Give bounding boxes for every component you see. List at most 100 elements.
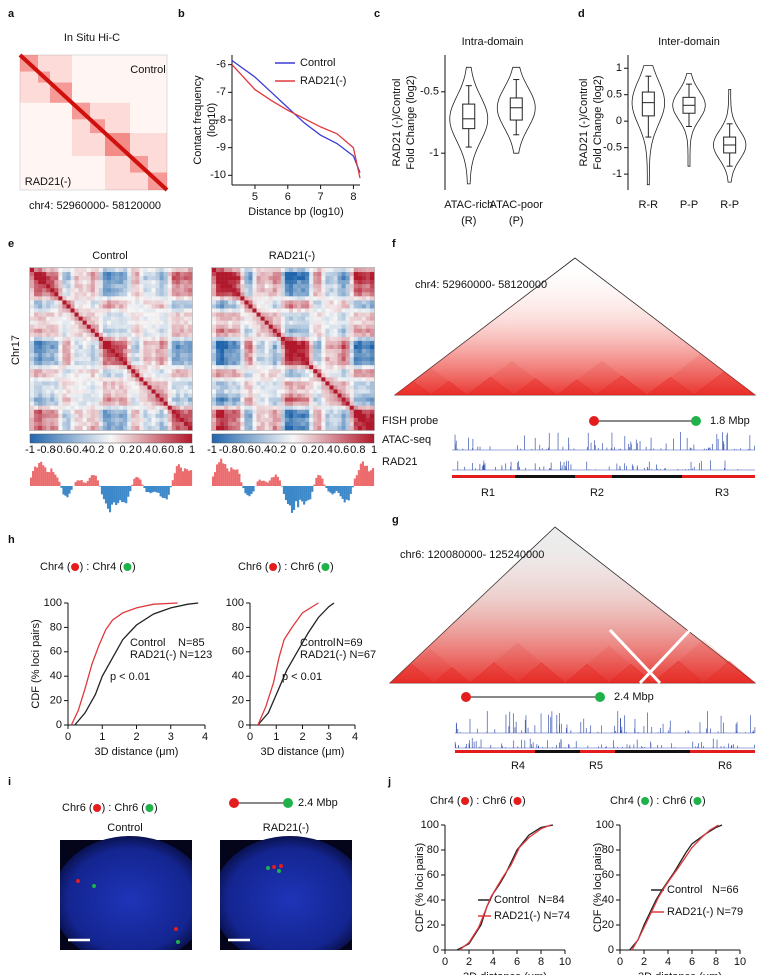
corr-cell: [361, 389, 367, 394]
corr-cell: [353, 421, 358, 427]
corr-cell: [280, 369, 286, 374]
corr-cell: [224, 349, 229, 354]
x-tick-label: 2: [133, 731, 139, 743]
compartment-bar: [339, 486, 342, 497]
corr-cell: [333, 357, 338, 362]
corr-cell: [38, 344, 43, 350]
corr-cell: [171, 272, 176, 277]
panel-letter: e: [8, 238, 14, 250]
compartment-bar: [48, 472, 51, 486]
corr-cell: [313, 300, 318, 305]
corr-cell: [305, 300, 310, 305]
corr-cell: [240, 280, 245, 285]
corr-cell: [293, 413, 298, 419]
corr-cell: [220, 385, 225, 390]
corr-cell: [349, 340, 354, 346]
corr-cell: [159, 365, 164, 370]
corr-cell: [143, 344, 148, 350]
corr-cell: [151, 312, 156, 317]
corr-cell: [276, 405, 282, 410]
corr-cell: [236, 292, 241, 297]
corr-cell: [86, 304, 91, 309]
compartment-bar: [250, 486, 253, 494]
tad: [564, 663, 610, 684]
corr-cell: [135, 417, 140, 423]
corr-cell: [175, 385, 181, 390]
corr-cell: [131, 425, 136, 431]
corr-cell: [119, 288, 124, 293]
corr-cell: [151, 361, 156, 366]
corr-cell: [276, 280, 282, 285]
corr-cell: [236, 401, 241, 406]
corr-cell: [94, 316, 100, 321]
colorbar-label: 0.2: [302, 444, 317, 456]
corr-cell: [369, 425, 375, 431]
corr-cell: [50, 268, 55, 273]
corr-cell: [163, 300, 168, 305]
series-line: [458, 824, 551, 951]
corr-cell: [38, 296, 43, 301]
corr-cell: [127, 389, 132, 394]
corr-cell: [341, 381, 346, 386]
corr-cell: [284, 385, 290, 390]
corr-cell: [349, 361, 354, 366]
corr-cell: [325, 268, 330, 273]
corr-cell: [106, 421, 112, 427]
y-tick-label: 60: [50, 646, 62, 658]
colorbar-label: -0.8: [37, 444, 56, 456]
corr-cell: [353, 381, 358, 386]
corr-cell: [268, 324, 273, 329]
corr-cell: [252, 276, 257, 281]
corr-cell: [321, 268, 326, 273]
x-tick-label: R-P: [720, 199, 739, 211]
corr-cell: [171, 288, 176, 293]
corr-cell: [264, 312, 269, 317]
corr-cell: [106, 312, 112, 317]
corr-cell: [353, 276, 358, 281]
corr-cell: [127, 344, 132, 350]
corr-cell: [58, 425, 63, 431]
corr-cell: [175, 324, 181, 329]
corr-cell: [183, 324, 189, 329]
corr-cell: [341, 413, 346, 419]
annotation: RAD21(-) N=74: [494, 910, 570, 922]
compartment-bar: [278, 480, 281, 486]
corr-cell: [38, 280, 43, 285]
corr-cell: [86, 332, 91, 338]
corr-cell: [155, 312, 160, 317]
corr-cell: [159, 377, 164, 382]
corr-cell: [123, 288, 128, 293]
corr-cell: [66, 409, 71, 414]
corr-cell: [159, 304, 164, 309]
corr-cell: [284, 284, 290, 289]
compartment-bar: [143, 486, 146, 489]
corr-cell: [228, 268, 233, 273]
corr-cell: [297, 300, 302, 305]
corr-cell: [115, 365, 120, 370]
corr-cell: [167, 353, 172, 358]
corr-cell: [54, 373, 59, 378]
corr-cell: [337, 369, 342, 374]
corr-cell: [98, 284, 104, 289]
y-tick-label: 60: [602, 869, 614, 881]
corr-cell: [252, 328, 257, 333]
corr-cell: [111, 340, 116, 346]
corr-cell: [313, 361, 318, 366]
corr-cell: [293, 405, 298, 410]
corr-cell: [159, 272, 164, 277]
y-tick-label: 40: [232, 670, 244, 682]
corr-cell: [309, 300, 314, 305]
corr-cell: [248, 413, 253, 419]
corr-cell: [143, 336, 148, 342]
x-tick-label: 4: [352, 731, 358, 743]
corr-cell: [357, 284, 363, 289]
corr-cell: [272, 344, 277, 350]
corr-cell: [131, 288, 136, 293]
corr-cell: [159, 324, 164, 329]
corr-cell: [228, 393, 233, 398]
corr-cell: [66, 336, 71, 342]
corr-cell: [252, 304, 257, 309]
corr-cell: [111, 369, 116, 374]
corr-cell: [139, 381, 144, 386]
corr-cell: [139, 405, 144, 410]
